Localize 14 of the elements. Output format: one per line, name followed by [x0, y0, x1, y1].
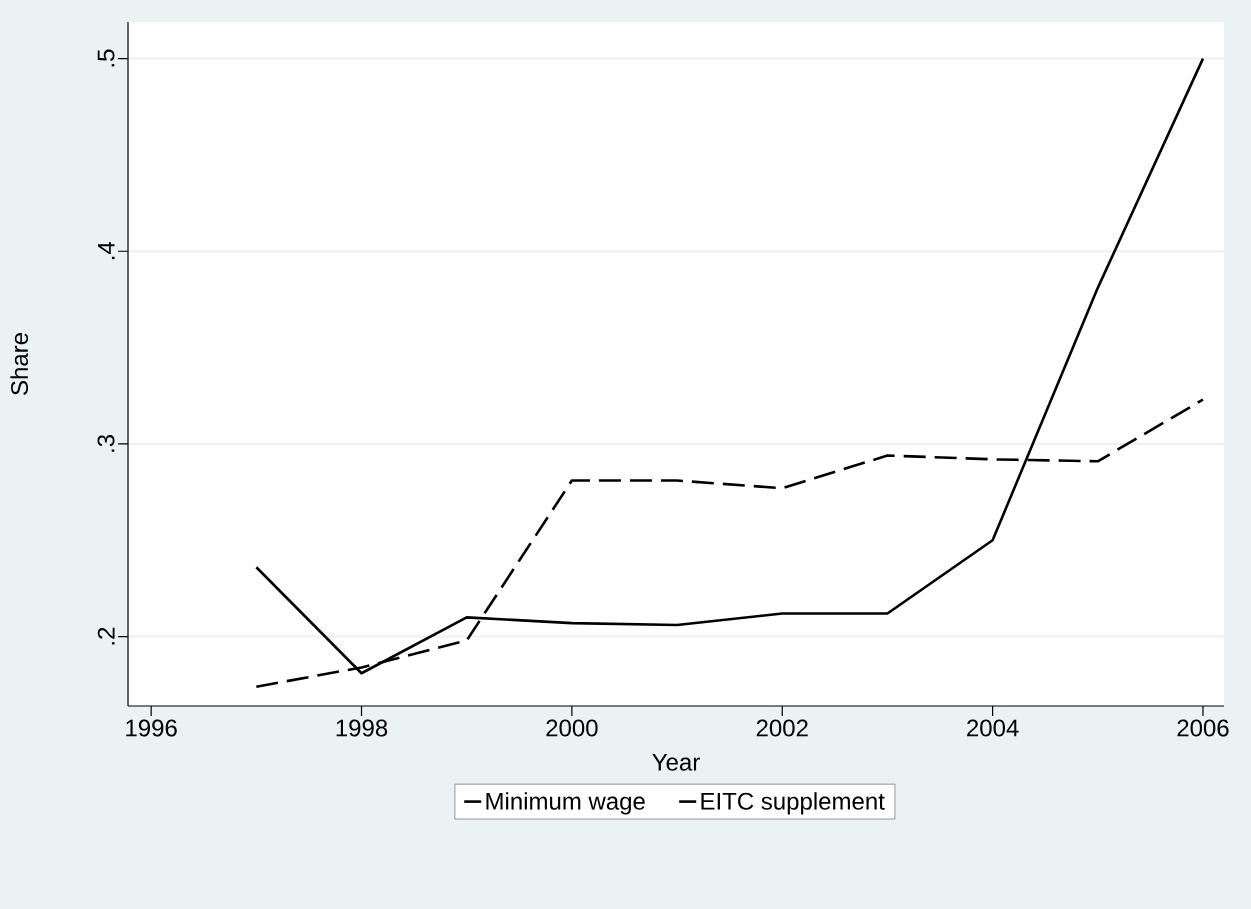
y-tick-label: .4	[97, 241, 115, 260]
x-axis-title: Year	[652, 753, 700, 771]
x-tick-label: 2006	[1177, 719, 1229, 737]
x-tick-label: 2004	[967, 719, 1019, 737]
x-tick-label: 2000	[546, 719, 598, 737]
x-tick-label: 1996	[126, 719, 177, 737]
legend-label: Minimum wage	[486, 792, 645, 815]
y-tick-label: .5	[97, 49, 115, 67]
x-tick-label: 1998	[336, 719, 388, 737]
y-tick-label: .3	[97, 434, 115, 452]
y-tick-label: .2	[97, 627, 115, 645]
y-axis-title: Share	[10, 333, 29, 395]
legend-label: EITC supplement	[701, 792, 885, 815]
x-tick-label: 2002	[756, 719, 808, 737]
